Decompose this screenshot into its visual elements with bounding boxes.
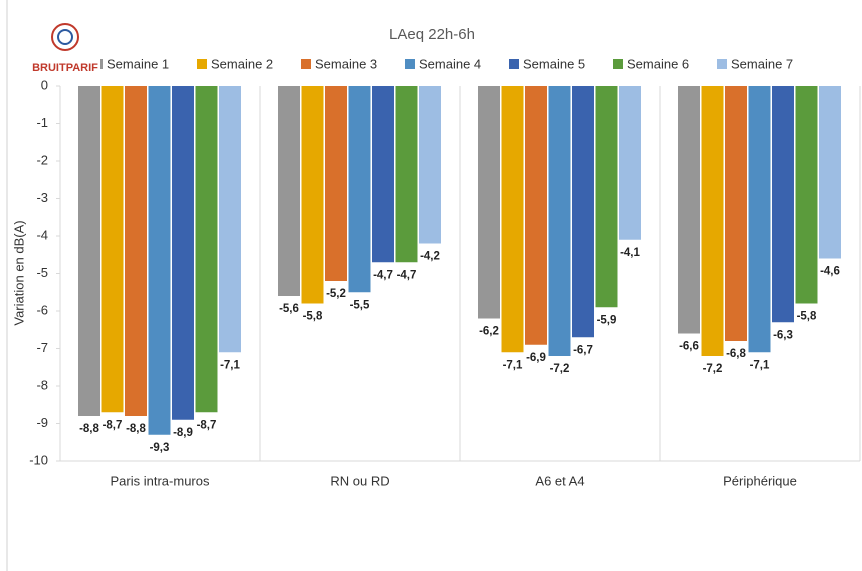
- legend-label: Semaine 5: [523, 56, 585, 71]
- legend-label: Semaine 6: [627, 56, 689, 71]
- chart-title: LAeq 22h-6h: [389, 26, 475, 43]
- value-label: -7,1: [750, 359, 770, 371]
- value-label: -5,2: [326, 288, 346, 300]
- value-label: -4,1: [620, 247, 640, 259]
- legend-swatch: [613, 59, 623, 69]
- bar: [725, 86, 747, 341]
- bar: [819, 86, 841, 259]
- bar: [195, 86, 218, 413]
- value-label: -6,9: [526, 352, 546, 364]
- bar: [678, 86, 700, 334]
- bar: [278, 86, 300, 296]
- legend-label: Semaine 2: [211, 56, 273, 71]
- bar: [772, 86, 794, 323]
- value-label: -6,2: [479, 326, 499, 338]
- y-tick-label: -5: [36, 265, 48, 280]
- bar: [348, 86, 371, 293]
- value-label: -7,2: [703, 363, 723, 375]
- legend-swatch: [197, 59, 207, 69]
- bar: [372, 86, 394, 263]
- x-tick-label: Paris intra-muros: [111, 473, 210, 488]
- value-label: -4,7: [373, 269, 393, 281]
- value-label: -7,2: [550, 363, 570, 375]
- bar: [101, 86, 124, 413]
- bar: [748, 86, 771, 353]
- bar: [148, 86, 171, 435]
- y-axis-label: Variation en dB(A): [11, 220, 26, 325]
- legend-swatch: [717, 59, 727, 69]
- bar: [619, 86, 641, 240]
- y-tick-label: -10: [29, 452, 48, 467]
- value-label: -8,7: [103, 419, 123, 431]
- y-tick-label: -6: [36, 302, 48, 317]
- x-tick-label: A6 et A4: [535, 473, 584, 488]
- value-label: -8,9: [173, 427, 193, 439]
- value-label: -7,1: [220, 359, 240, 371]
- bar: [548, 86, 571, 356]
- bar: [172, 86, 194, 420]
- value-label: -8,7: [197, 419, 217, 431]
- logo-mark: [51, 23, 79, 51]
- legend-swatch: [405, 59, 415, 69]
- bar: [219, 86, 241, 353]
- value-label: -6,8: [726, 348, 746, 360]
- value-label: -7,1: [503, 359, 523, 371]
- y-tick-label: -2: [36, 152, 48, 167]
- bar: [395, 86, 418, 263]
- logo-bg: [30, 18, 100, 78]
- logo-mark: [57, 29, 73, 45]
- y-tick-label: 0: [41, 77, 48, 92]
- value-label: -6,3: [773, 329, 793, 341]
- value-label: -9,3: [150, 442, 170, 454]
- logo: BRUITPARIF: [30, 18, 100, 78]
- value-label: -5,5: [350, 299, 370, 311]
- legend-swatch: [301, 59, 311, 69]
- bar: [701, 86, 724, 356]
- y-tick-label: -9: [36, 415, 48, 430]
- bar: [125, 86, 147, 416]
- y-tick-label: -4: [36, 227, 48, 242]
- legend-swatch: [509, 59, 519, 69]
- bar: [301, 86, 324, 304]
- value-label: -5,8: [797, 311, 817, 323]
- value-label: -5,8: [303, 311, 323, 323]
- bar: [419, 86, 441, 244]
- plot: 0 -1 -2 -3 -4 -5 -6 -7 -8 -9 -10 Paris intra-muros R…: [29, 56, 861, 488]
- x-tick-label: Périphérique: [723, 473, 797, 488]
- value-label: -5,6: [279, 303, 299, 315]
- y-tick-label: -7: [36, 340, 48, 355]
- value-label: -5,9: [597, 314, 617, 326]
- value-label: -6,6: [679, 341, 699, 353]
- bar: [478, 86, 500, 319]
- bar: [595, 86, 618, 308]
- value-label: -8,8: [79, 423, 99, 435]
- y-tick-label: -1: [36, 115, 48, 130]
- legend-label: Semaine 7: [731, 56, 793, 71]
- y-tick-label: -3: [36, 190, 48, 205]
- value-label: -4,6: [820, 266, 840, 278]
- legend-label: Semaine 3: [315, 56, 377, 71]
- value-label: -6,7: [573, 344, 593, 356]
- y-tick-label: -8: [36, 377, 48, 392]
- value-label: -8,8: [126, 423, 146, 435]
- bar: [78, 86, 100, 416]
- value-label: -4,2: [420, 251, 440, 263]
- bar: [572, 86, 594, 338]
- value-label: -4,7: [397, 269, 417, 281]
- bar: [525, 86, 547, 345]
- legend-label: Semaine 1: [107, 56, 169, 71]
- legend-label: Semaine 4: [419, 56, 481, 71]
- logo-text: BRUITPARIF: [32, 62, 98, 74]
- bar: [795, 86, 818, 304]
- x-tick-label: RN ou RD: [330, 473, 389, 488]
- bar: [325, 86, 347, 281]
- bar: [501, 86, 524, 353]
